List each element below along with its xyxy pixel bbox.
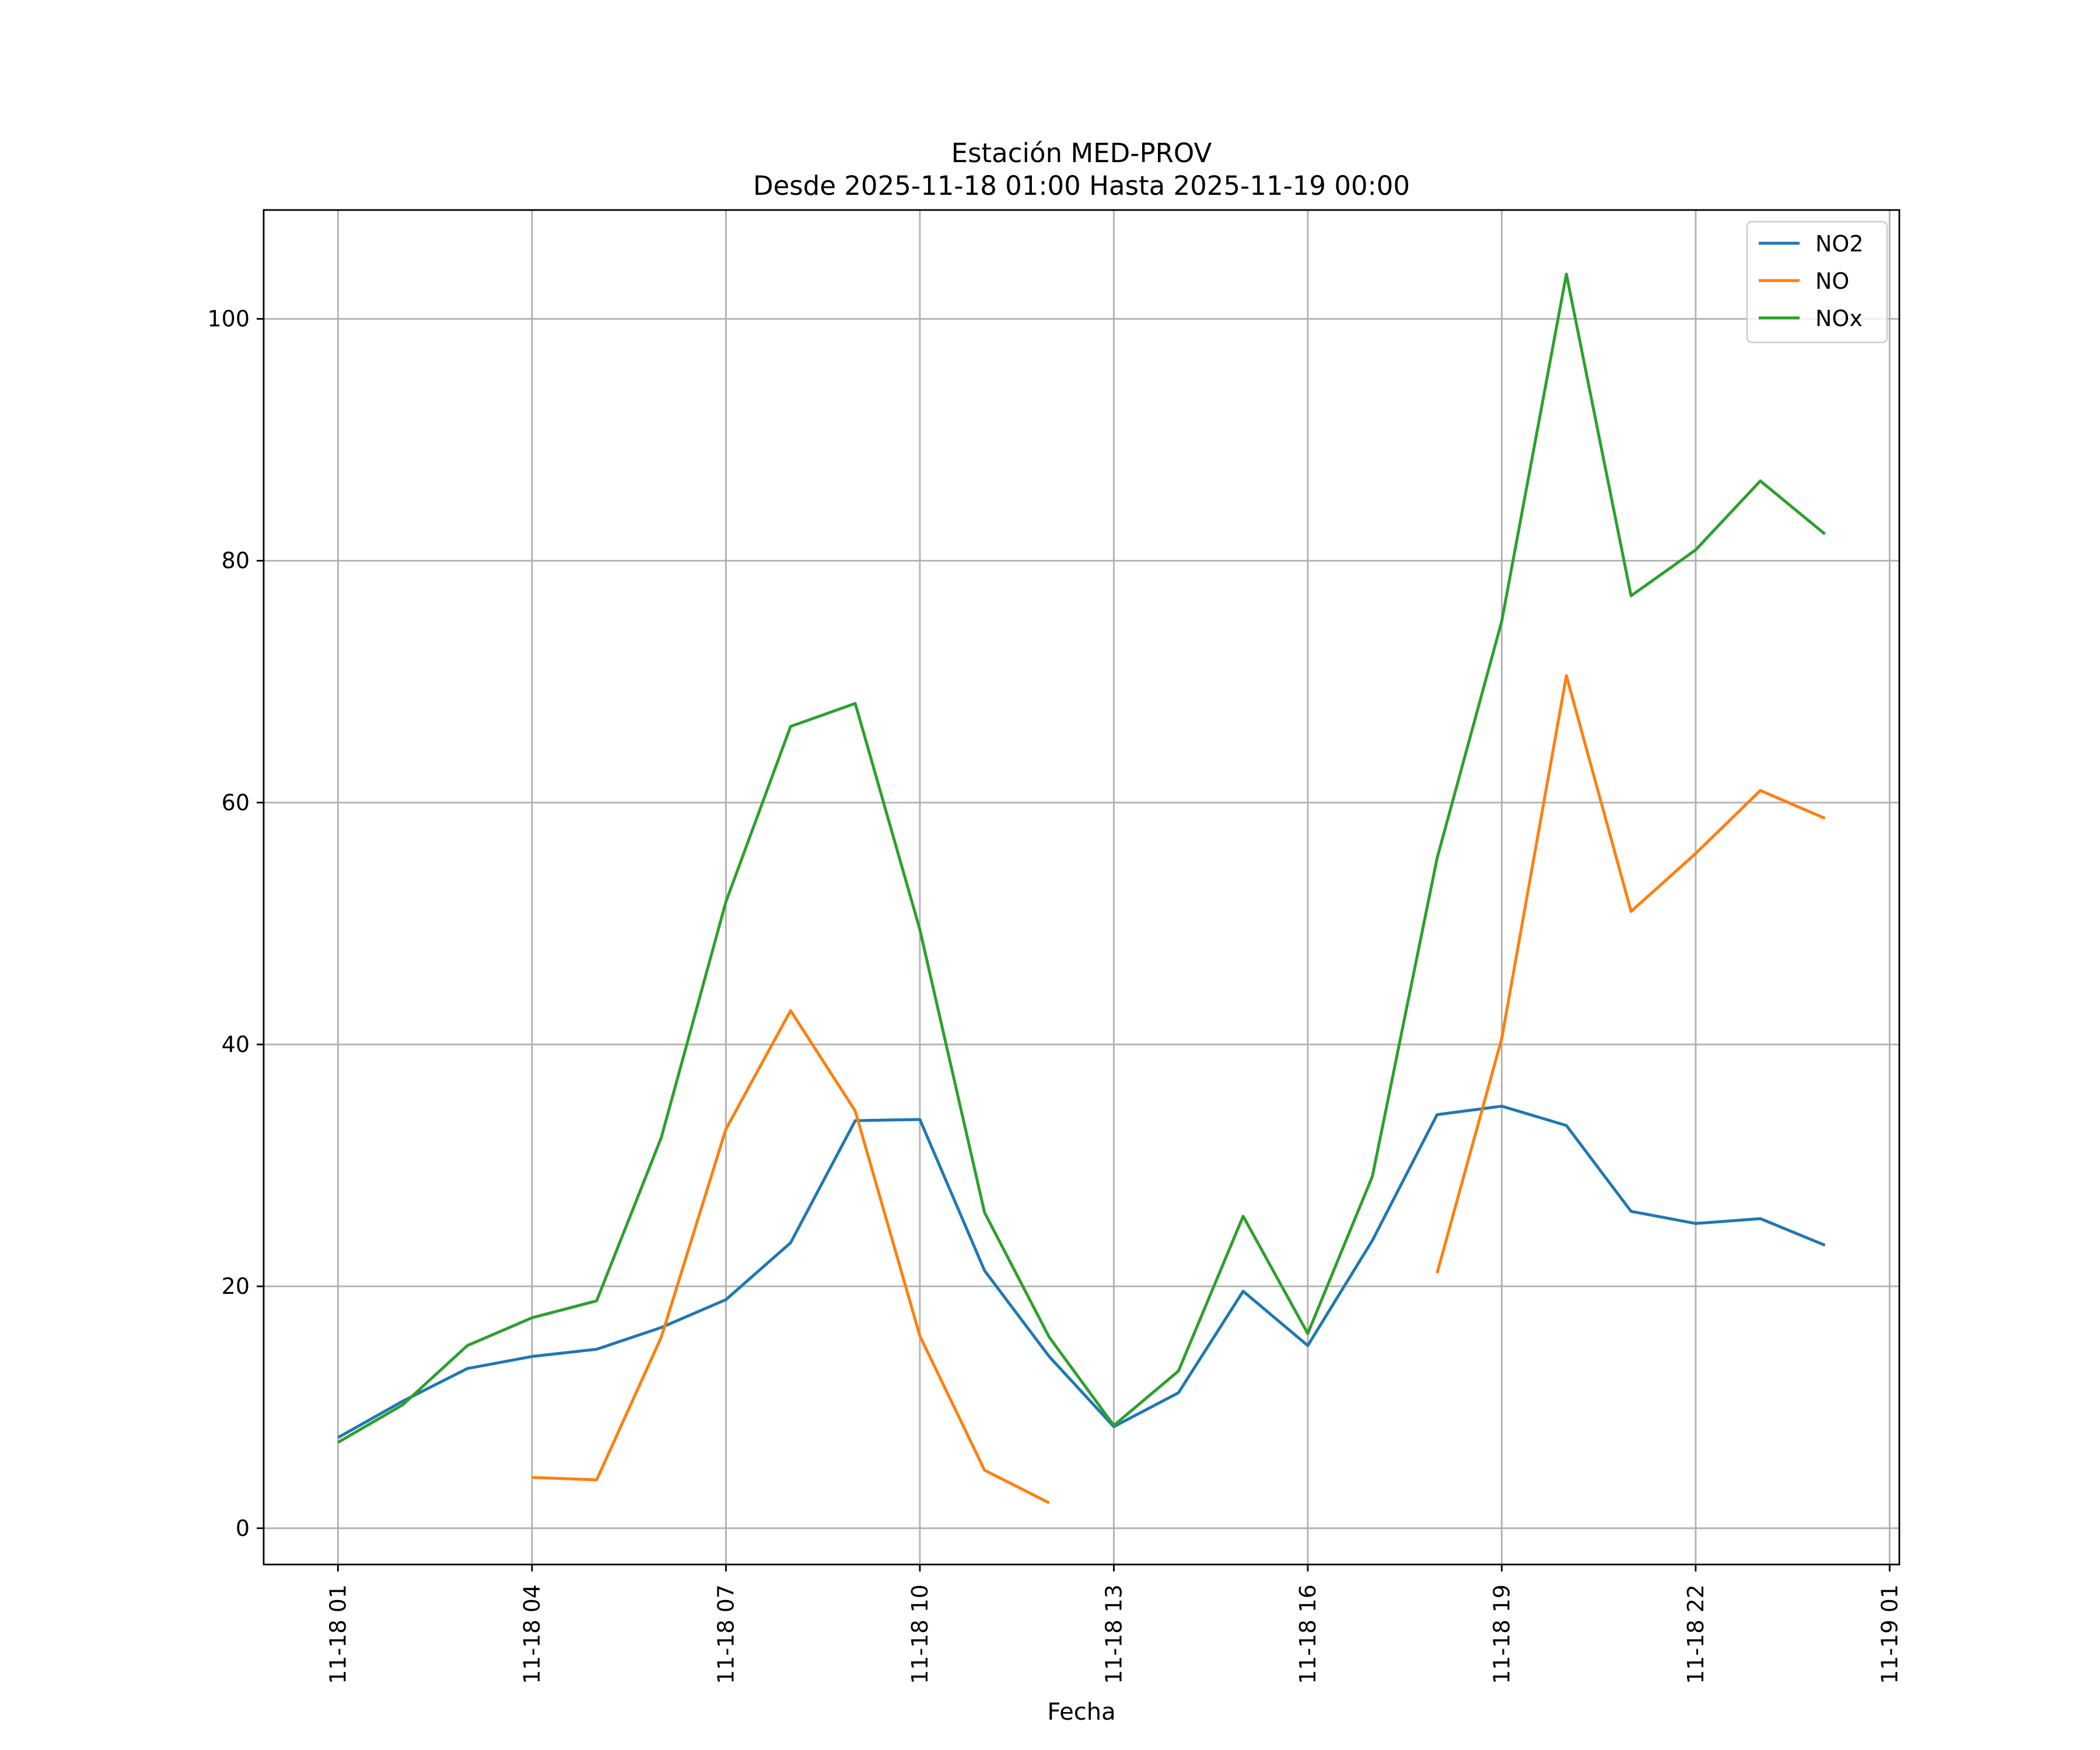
plot-frame (262, 209, 1901, 1566)
x-tick-label: 11-18 07 (713, 1584, 738, 1684)
x-tick-label: 11-18 13 (1101, 1584, 1126, 1684)
axis-ticks: 0 20 40 60 80 100 11-18 01 11-18 04 11-18 07 11-1… (207, 306, 1902, 1684)
legend-label-no: NO (1815, 268, 1849, 294)
series-line-nox (337, 272, 1826, 1444)
x-tick-label: 11-18 19 (1489, 1584, 1514, 1684)
series-line-no (531, 674, 1826, 1504)
x-tick-label: 11-18 10 (907, 1584, 933, 1684)
y-tick-label: 60 (222, 790, 250, 816)
legend-box (1746, 220, 1888, 344)
x-tick-label: 11-19 01 (1877, 1584, 1902, 1684)
legend: NO2 NO NOx (1746, 220, 1888, 344)
series-line-no2 (337, 1104, 1826, 1439)
y-tick-label: 20 (222, 1273, 250, 1299)
grid-lines (264, 210, 1899, 1564)
legend-label-no2: NO2 (1815, 231, 1864, 257)
x-tick-label: 11-18 01 (325, 1584, 351, 1684)
x-tick-label: 11-18 04 (519, 1584, 545, 1684)
y-tick-label: 80 (222, 548, 250, 573)
y-tick-label: 40 (222, 1032, 250, 1058)
series-lines (337, 272, 1826, 1504)
x-tick-label: 11-18 22 (1683, 1584, 1709, 1684)
legend-label-nox: NOx (1815, 306, 1863, 331)
x-axis-label: Fecha (1047, 1699, 1115, 1726)
y-tick-label: 100 (207, 306, 250, 332)
x-tick-label: 11-18 16 (1295, 1584, 1321, 1684)
y-tick-label: 0 (236, 1516, 250, 1541)
chart-subtitle: Desde 2025-11-18 01:00 Hasta 2025-11-19 … (753, 170, 1410, 201)
chart-title: Estación MED-PROV (951, 138, 1212, 169)
